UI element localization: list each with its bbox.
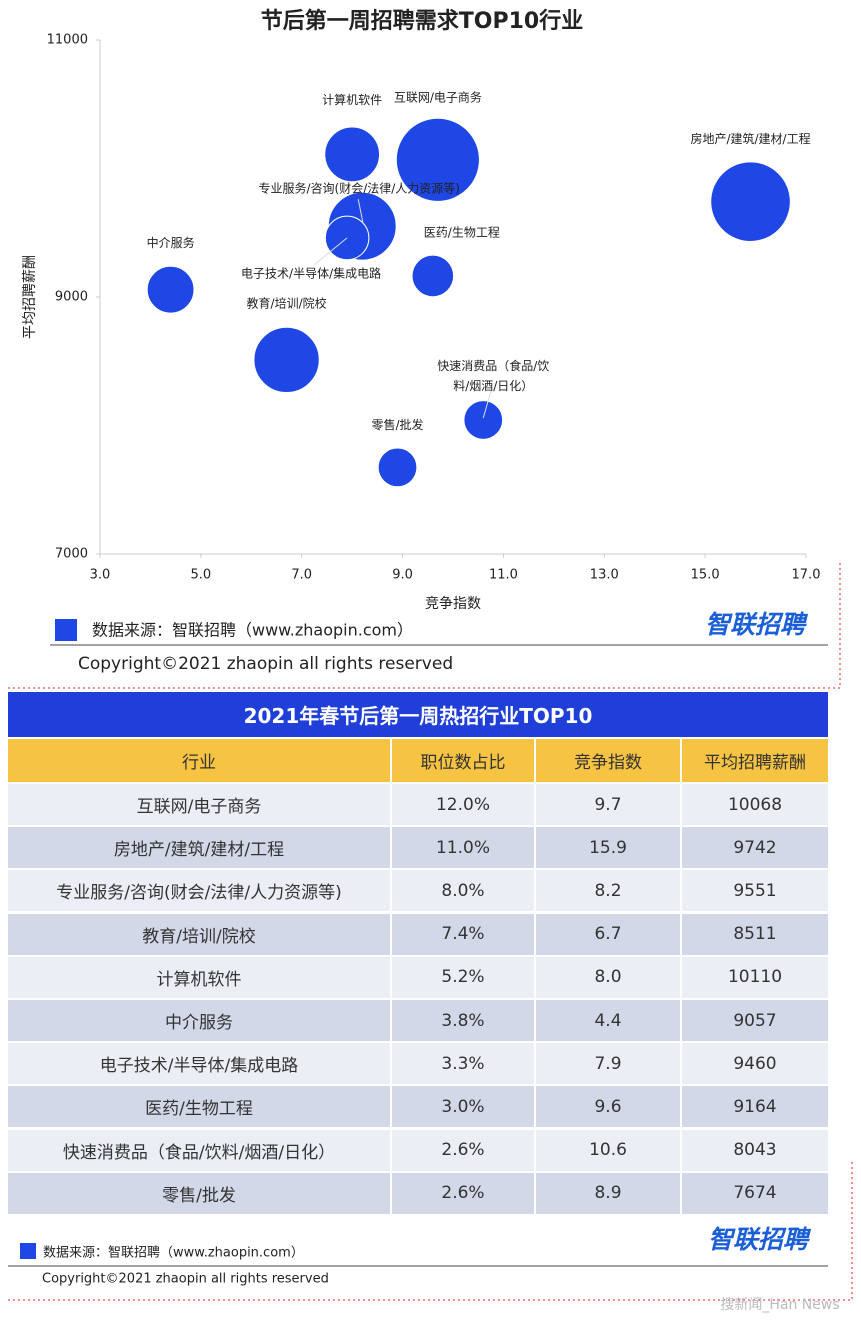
chart-title: 节后第一周招聘需求TOP10行业 — [261, 8, 583, 34]
bubble-label: 电子技术/半导体/集成电路 — [241, 265, 381, 280]
leader-line — [313, 237, 348, 266]
table-cell: 10068 — [682, 784, 828, 825]
watermark: 搜新闻_Han News — [720, 1297, 839, 1313]
table-cell: 8043 — [682, 1129, 828, 1171]
bubble — [146, 265, 195, 314]
bubble — [411, 254, 455, 298]
table-cell: 4.4 — [536, 1000, 680, 1041]
logo: 智联招聘 — [705, 610, 809, 639]
table-cell: 9.6 — [536, 1086, 680, 1128]
table-cell: 8.2 — [536, 870, 680, 912]
table-header: 职位数占比 — [392, 739, 534, 782]
source: 数据来源：智联招聘（www.zhaopin.com） — [92, 621, 413, 640]
bubble-label: 专业服务/咨询(财会/法律/人力资源等) — [258, 181, 460, 196]
x-tick-label: 9.0 — [392, 568, 413, 583]
frame-border — [8, 560, 841, 689]
table-cell: 9164 — [682, 1086, 828, 1128]
copyright: Copyright©2021 zhaopin all rights reserv… — [78, 654, 453, 674]
frame-border — [8, 1160, 853, 1301]
table-cell: 6.7 — [536, 913, 680, 955]
table-copyright: Copyright©2021 zhaopin all rights reserv… — [42, 1272, 329, 1287]
table-cell: 8.0 — [536, 956, 680, 998]
table-cell: 2.6% — [392, 1129, 534, 1171]
table-cell: 计算机软件 — [8, 956, 390, 998]
bubble-label: 房地产/建筑/建材/工程 — [690, 131, 810, 146]
x-tick-label: 7.0 — [291, 568, 312, 583]
bubble-label: 教育/培训/院校 — [247, 295, 327, 310]
table-cell: 3.0% — [392, 1086, 534, 1128]
source-icon — [20, 1243, 36, 1259]
y-tick-label: 9000 — [55, 290, 88, 305]
table-cell: 11.0% — [392, 827, 534, 869]
table-cell: 7.4% — [392, 913, 534, 955]
table-cell: 9460 — [682, 1043, 828, 1085]
leader-line — [357, 199, 364, 225]
bubble-label: 医药/生物工程 — [424, 224, 500, 239]
bubble-label: 快速消费品（食品/饮料/烟酒/日化） — [437, 358, 550, 393]
table-cell: 9551 — [682, 870, 828, 912]
bubble-label: 零售/批发 — [372, 417, 424, 432]
y-tick-label: 11000 — [47, 33, 88, 48]
table-cell: 医药/生物工程 — [8, 1086, 390, 1128]
table-cell: 电子技术/半导体/集成电路 — [8, 1043, 390, 1085]
table-title: 2021年春节后第一周热招行业TOP10 — [8, 692, 828, 737]
table-cell: 教育/培训/院校 — [8, 913, 390, 955]
x-tick-label: 5.0 — [191, 568, 212, 583]
table-cell: 9057 — [682, 1000, 828, 1041]
table-cell: 零售/批发 — [8, 1172, 390, 1214]
table-cell: 7674 — [682, 1172, 828, 1214]
x-tick-label: 17.0 — [792, 568, 821, 583]
table-cell: 10110 — [682, 956, 828, 998]
bubble — [710, 161, 791, 242]
bubble-label: 中介服务 — [147, 235, 195, 250]
y-axis-label: 平均招聘薪酬 — [22, 255, 38, 339]
table-cell: 9742 — [682, 827, 828, 869]
bubble-label: 计算机软件 — [322, 92, 382, 107]
x-tick-label: 3.0 — [90, 568, 111, 583]
bubble — [463, 400, 504, 440]
bubble — [253, 326, 320, 393]
y-tick-label: 7000 — [55, 547, 88, 562]
bubble-label: 快速消费品（食品/饮料/烟酒/日化） — [437, 358, 550, 393]
table-cell: 8511 — [682, 913, 828, 955]
table-cell: 8.9 — [536, 1172, 680, 1214]
table-header: 平均招聘薪酬 — [682, 739, 828, 782]
x-tick-label: 15.0 — [691, 568, 720, 583]
table-cell: 7.9 — [536, 1043, 680, 1085]
table-cell: 10.6 — [536, 1129, 680, 1171]
bubble — [324, 215, 370, 261]
table-cell: 专业服务/咨询(财会/法律/人力资源等) — [8, 870, 390, 912]
table-cell: 8.0% — [392, 870, 534, 912]
x-tick-label: 13.0 — [590, 568, 619, 583]
table-cell: 中介服务 — [8, 1000, 390, 1041]
bubble — [377, 447, 418, 488]
table-header: 行业 — [8, 739, 390, 782]
table-cell: 15.9 — [536, 827, 680, 869]
table-header: 竞争指数 — [536, 739, 680, 782]
table-cell: 快速消费品（食品/饮料/烟酒/日化） — [8, 1129, 390, 1171]
table-cell: 12.0% — [392, 784, 534, 825]
table-cell: 2.6% — [392, 1172, 534, 1214]
bubble — [324, 126, 381, 183]
table-cell: 互联网/电子商务 — [8, 784, 390, 825]
table-cell: 9.7 — [536, 784, 680, 825]
x-tick-label: 11.0 — [489, 568, 518, 583]
bubble-label: 互联网/电子商务 — [394, 89, 482, 104]
leader-line — [482, 389, 492, 419]
table-logo: 智联招聘 — [708, 1225, 812, 1254]
x-axis-label: 竞争指数 — [425, 595, 481, 612]
source-icon — [55, 619, 77, 641]
bubble — [395, 117, 480, 202]
table-source: 数据来源：智联招聘（www.zhaopin.com） — [43, 1246, 304, 1261]
table-cell: 3.8% — [392, 1000, 534, 1041]
table-cell: 3.3% — [392, 1043, 534, 1085]
table-cell: 房地产/建筑/建材/工程 — [8, 827, 390, 869]
table-cell: 5.2% — [392, 956, 534, 998]
